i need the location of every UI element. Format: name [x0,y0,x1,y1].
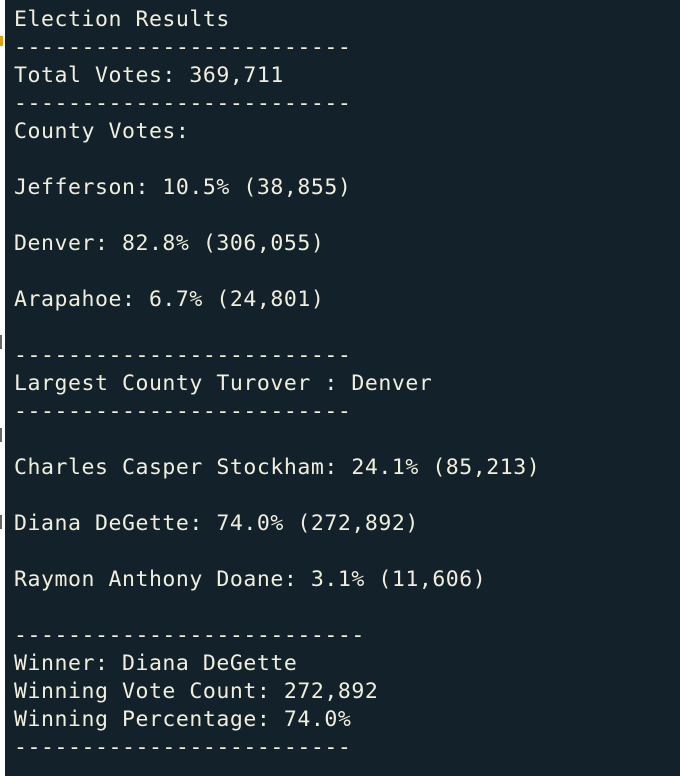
divider: -------------------------- [14,623,365,648]
total-votes: Total Votes: 369,711 [14,63,284,88]
candidate-line-doane: Raymon Anthony Doane: 3.1% (11,606) [14,567,487,592]
county-line-arapahoe: Arapahoe: 6.7% (24,801) [14,287,325,312]
largest-county-turnout: Largest County Turover : Denver [14,371,433,396]
edge-mark [0,428,2,442]
winning-percentage: Winning Percentage: 74.0% [14,707,352,732]
divider: ------------------------- [14,91,352,116]
divider: ------------------------- [14,399,352,424]
divider: ------------------------- [14,735,352,760]
winning-vote-count: Winning Vote Count: 272,892 [14,679,379,704]
edge-mark [0,515,2,529]
divider: ------------------------- [14,35,352,60]
divider: ------------------------- [14,343,352,368]
results-title: Election Results [14,7,230,32]
left-window-edge [0,0,5,776]
county-line-denver: Denver: 82.8% (306,055) [14,231,325,256]
winner-line: Winner: Diana DeGette [14,651,298,676]
county-line-jefferson: Jefferson: 10.5% (38,855) [14,175,352,200]
edge-mark [0,335,2,349]
terminal-output[interactable]: Election Results -----------------------… [5,0,680,776]
county-votes-header: County Votes: [14,119,190,144]
candidate-line-degette: Diana DeGette: 74.0% (272,892) [14,511,419,536]
edge-mark [0,36,3,46]
candidate-line-stockham: Charles Casper Stockham: 24.1% (85,213) [14,455,541,480]
